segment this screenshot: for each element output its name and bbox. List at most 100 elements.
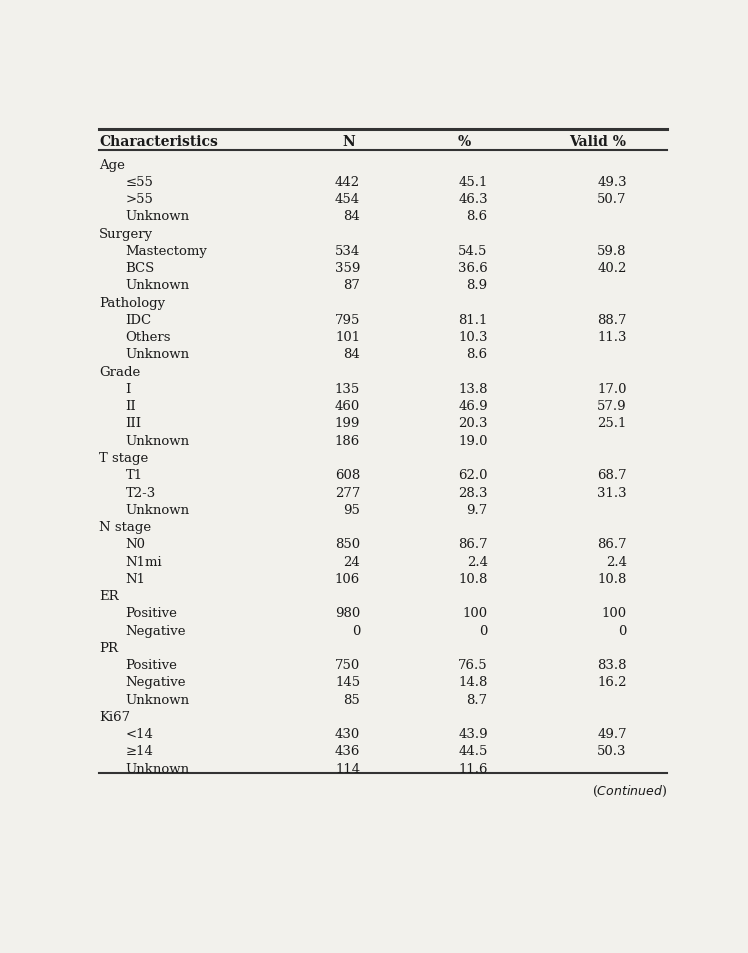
Text: 10.3: 10.3 — [459, 331, 488, 344]
Text: Age: Age — [99, 158, 125, 172]
Text: 43.9: 43.9 — [458, 727, 488, 740]
Text: 11.3: 11.3 — [598, 331, 627, 344]
Text: Unknown: Unknown — [126, 435, 189, 447]
Text: 84: 84 — [343, 210, 361, 223]
Text: Others: Others — [126, 331, 171, 344]
Text: 135: 135 — [335, 382, 361, 395]
Text: Unknown: Unknown — [126, 762, 189, 775]
Text: 10.8: 10.8 — [459, 572, 488, 585]
Text: 10.8: 10.8 — [598, 572, 627, 585]
Text: 46.9: 46.9 — [458, 400, 488, 413]
Text: 100: 100 — [601, 607, 627, 619]
Text: 54.5: 54.5 — [459, 245, 488, 257]
Text: 76.5: 76.5 — [458, 659, 488, 672]
Text: 59.8: 59.8 — [598, 245, 627, 257]
Text: 13.8: 13.8 — [459, 382, 488, 395]
Text: I: I — [126, 382, 131, 395]
Text: 2.4: 2.4 — [606, 555, 627, 568]
Text: N0: N0 — [126, 537, 145, 551]
Text: 57.9: 57.9 — [597, 400, 627, 413]
Text: BCS: BCS — [126, 262, 155, 274]
Text: 0: 0 — [479, 624, 488, 637]
Text: T stage: T stage — [99, 452, 149, 464]
Text: ≥14: ≥14 — [126, 744, 153, 758]
Text: 0: 0 — [352, 624, 361, 637]
Text: 608: 608 — [335, 469, 361, 482]
Text: 25.1: 25.1 — [598, 417, 627, 430]
Text: 86.7: 86.7 — [458, 537, 488, 551]
Text: 750: 750 — [335, 659, 361, 672]
Text: Unknown: Unknown — [126, 503, 189, 517]
Text: 85: 85 — [343, 693, 361, 706]
Text: Positive: Positive — [126, 607, 177, 619]
Text: 8.7: 8.7 — [467, 693, 488, 706]
Text: 430: 430 — [335, 727, 361, 740]
Text: >55: >55 — [126, 193, 153, 206]
Text: Unknown: Unknown — [126, 693, 189, 706]
Text: N stage: N stage — [99, 520, 151, 534]
Text: 9.7: 9.7 — [467, 503, 488, 517]
Text: 19.0: 19.0 — [459, 435, 488, 447]
Text: N1mi: N1mi — [126, 555, 162, 568]
Text: 49.3: 49.3 — [597, 175, 627, 189]
Text: Unknown: Unknown — [126, 279, 189, 292]
Text: 114: 114 — [335, 762, 361, 775]
Text: 20.3: 20.3 — [459, 417, 488, 430]
Text: Pathology: Pathology — [99, 296, 165, 310]
Text: 95: 95 — [343, 503, 361, 517]
Text: 17.0: 17.0 — [598, 382, 627, 395]
Text: 277: 277 — [335, 486, 361, 499]
Text: %: % — [458, 135, 471, 149]
Text: 442: 442 — [335, 175, 361, 189]
Text: 84: 84 — [343, 348, 361, 361]
Text: 31.3: 31.3 — [597, 486, 627, 499]
Text: 50.3: 50.3 — [598, 744, 627, 758]
Text: <14: <14 — [126, 727, 153, 740]
Text: 2.4: 2.4 — [467, 555, 488, 568]
Text: 36.6: 36.6 — [458, 262, 488, 274]
Text: 534: 534 — [335, 245, 361, 257]
Text: III: III — [126, 417, 141, 430]
Text: 359: 359 — [335, 262, 361, 274]
Text: 44.5: 44.5 — [459, 744, 488, 758]
Text: 62.0: 62.0 — [459, 469, 488, 482]
Text: 795: 795 — [335, 314, 361, 327]
Text: 980: 980 — [335, 607, 361, 619]
Text: 81.1: 81.1 — [459, 314, 488, 327]
Text: 14.8: 14.8 — [459, 676, 488, 689]
Text: Surgery: Surgery — [99, 228, 153, 240]
Text: 87: 87 — [343, 279, 361, 292]
Text: 68.7: 68.7 — [597, 469, 627, 482]
Text: 24: 24 — [343, 555, 361, 568]
Text: 28.3: 28.3 — [459, 486, 488, 499]
Text: IDC: IDC — [126, 314, 152, 327]
Text: 46.3: 46.3 — [458, 193, 488, 206]
Text: 8.6: 8.6 — [467, 348, 488, 361]
Text: 199: 199 — [335, 417, 361, 430]
Text: ≤55: ≤55 — [126, 175, 153, 189]
Text: Valid %: Valid % — [569, 135, 626, 149]
Text: 145: 145 — [335, 676, 361, 689]
Text: 88.7: 88.7 — [598, 314, 627, 327]
Text: PR: PR — [99, 641, 118, 654]
Text: 186: 186 — [335, 435, 361, 447]
Text: 106: 106 — [335, 572, 361, 585]
Text: II: II — [126, 400, 136, 413]
Text: 436: 436 — [335, 744, 361, 758]
Text: Negative: Negative — [126, 676, 186, 689]
Text: 45.1: 45.1 — [459, 175, 488, 189]
Text: Positive: Positive — [126, 659, 177, 672]
Text: ($\it{Continued}$): ($\it{Continued}$) — [592, 782, 667, 798]
Text: 101: 101 — [335, 331, 361, 344]
Text: N1: N1 — [126, 572, 145, 585]
Text: 0: 0 — [619, 624, 627, 637]
Text: N: N — [342, 135, 355, 149]
Text: 86.7: 86.7 — [597, 537, 627, 551]
Text: 50.7: 50.7 — [598, 193, 627, 206]
Text: 8.6: 8.6 — [467, 210, 488, 223]
Text: 850: 850 — [335, 537, 361, 551]
Text: Mastectomy: Mastectomy — [126, 245, 207, 257]
Text: Ki67: Ki67 — [99, 710, 130, 723]
Text: 100: 100 — [462, 607, 488, 619]
Text: 454: 454 — [335, 193, 361, 206]
